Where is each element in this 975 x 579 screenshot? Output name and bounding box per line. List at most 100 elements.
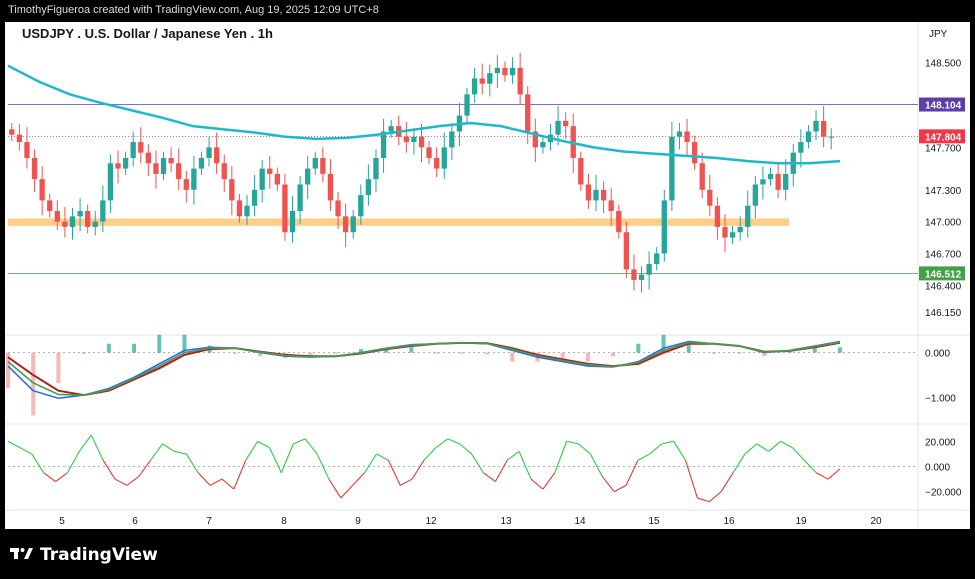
currency-label: JPY (929, 29, 948, 40)
candle-body (267, 168, 273, 174)
oscillator-segment (768, 440, 781, 452)
price-tick-label: 146.400 (925, 281, 962, 292)
moving-average-line (7, 64, 841, 165)
candle-body (471, 78, 478, 95)
macd-histogram-bar (611, 352, 616, 357)
support-zone (8, 218, 789, 226)
oscillator-segment (162, 443, 175, 452)
oscillator-segment (483, 472, 496, 483)
price-tick-label: 147.000 (925, 218, 962, 229)
oscillator-segment (257, 440, 270, 449)
time-tick-label: 8 (281, 516, 287, 527)
candle-body (722, 226, 728, 238)
oscillator-segment (637, 453, 651, 461)
support-price-badge-bg (919, 266, 965, 281)
oscillator-segment (19, 447, 33, 455)
oscillator-segment (78, 434, 92, 452)
oscillator-segment (792, 447, 805, 461)
oscillator-segment (613, 484, 627, 493)
candle-body (805, 131, 812, 143)
time-tick-label: 6 (132, 516, 138, 527)
price-tick-label: 147.700 (925, 143, 962, 154)
candle-body (600, 189, 607, 201)
candle-body (707, 189, 713, 206)
oscillator-segment (827, 468, 841, 480)
oscillator-segment (90, 434, 104, 461)
macd-histogram-bar (485, 352, 490, 355)
macd-histogram-bar (384, 349, 389, 353)
macd-histogram-bar (106, 343, 111, 353)
candle-body (327, 173, 334, 201)
oscillator-segment (364, 453, 377, 474)
oscillator-segment (293, 438, 306, 445)
price-tick-label: 148.500 (925, 59, 962, 70)
candle-body (509, 67, 516, 76)
candle-body (305, 168, 311, 185)
candle-body (585, 184, 592, 201)
candle-body (191, 168, 197, 190)
candle-body (100, 200, 106, 222)
candle-body (608, 200, 614, 212)
candle-body (729, 232, 736, 238)
candle-body (244, 205, 250, 217)
candle-body (813, 120, 819, 132)
candle-body (691, 142, 698, 164)
oscillator-segment (304, 438, 318, 455)
tradingview-footer[interactable]: TradingView (10, 545, 158, 565)
macd-histogram-bar (56, 352, 61, 384)
oscillator-segment (435, 438, 449, 449)
candle-body (798, 142, 804, 153)
candle-body (487, 73, 493, 84)
current-price-badge-bg (919, 129, 965, 144)
candle-body (259, 168, 265, 190)
oscillator-segment (102, 459, 116, 480)
oscillator-segment (756, 443, 769, 452)
candle-body (168, 157, 174, 164)
oscillator-segment (174, 450, 187, 455)
oscillator-segment (447, 438, 460, 445)
oscillator-segment (328, 478, 342, 499)
candle-body (62, 221, 68, 227)
oscillator-segment (708, 491, 722, 503)
macd-histogram-bar (157, 334, 162, 353)
macd-histogram-bar (686, 343, 691, 353)
time-tick-label: 12 (425, 516, 437, 527)
candle-body (297, 184, 303, 212)
candle-body (684, 131, 690, 143)
candle-body (198, 157, 205, 169)
oscillator-segment (542, 472, 556, 490)
candle-body (418, 136, 425, 148)
oscillator-segment (376, 453, 389, 461)
oscillator-segment (316, 453, 330, 480)
candle-body (229, 179, 235, 201)
macd-tick-label: 0.000 (925, 349, 950, 360)
macd-histogram-bar (560, 352, 565, 362)
candle-body (623, 232, 630, 270)
oscillator-segment (66, 451, 80, 474)
candle-body (737, 226, 743, 233)
macd-histogram-bar (81, 352, 86, 354)
candle-body (122, 157, 129, 169)
candle-body (342, 216, 349, 233)
candle-body (654, 253, 660, 265)
macd-histogram-bar (333, 352, 338, 354)
macd-histogram-bar (358, 349, 363, 353)
candle-body (160, 157, 167, 174)
chart-title: USDJPY . U.S. Dollar / Japanese Yen . 1h (22, 26, 273, 41)
candle-body (676, 131, 683, 137)
candle-body (380, 131, 387, 158)
candle-body (335, 200, 341, 217)
oscillator-segment (673, 441, 686, 461)
oscillator-tick-label: −20.000 (925, 488, 962, 499)
macd-histogram-bar (434, 352, 439, 354)
oscillator-segment (518, 451, 532, 480)
macd-histogram-bar (711, 352, 716, 354)
candle-body (312, 157, 318, 169)
chart-area[interactable] (5, 22, 970, 529)
oscillator-segment (185, 453, 199, 474)
oscillator-segment (138, 459, 152, 477)
macd-histogram-bar (636, 343, 641, 353)
oscillator-segment (815, 472, 829, 480)
candle-body (176, 163, 182, 180)
